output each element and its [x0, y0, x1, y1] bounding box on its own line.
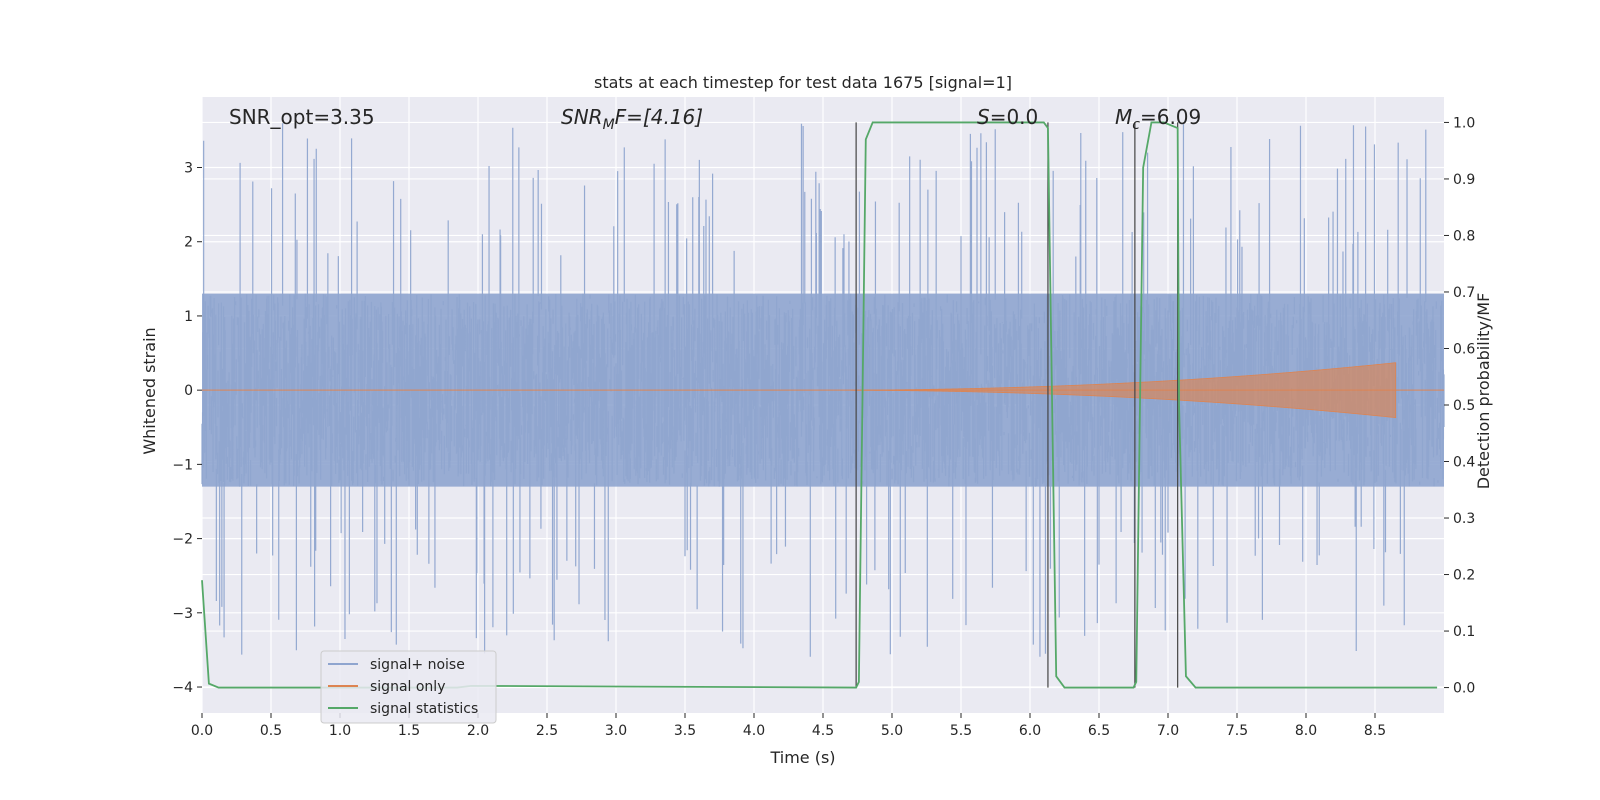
y2-tick-label: 0.7 [1453, 285, 1475, 301]
x-tick-label: 3.5 [674, 723, 696, 739]
y-tick-label: 2 [184, 235, 193, 251]
y2-tick-label: 0.2 [1453, 568, 1475, 584]
x-tick-label: 7.0 [1157, 723, 1179, 739]
x-tick-label: 7.5 [1226, 723, 1248, 739]
x-tick-label: 5.0 [881, 723, 903, 739]
annotation-snr-mf: SNRMF=[4.16] [561, 105, 703, 133]
annotation-chirp-mass: Mc=6.09 [1115, 105, 1201, 133]
y2-tick-label: 0.5 [1453, 398, 1475, 414]
y-tick-label: −2 [172, 532, 193, 548]
y-tick-label: 3 [184, 161, 193, 177]
y2-tick-label: 0.1 [1453, 624, 1475, 640]
signal-only-chirp [850, 362, 1397, 419]
x-tick-label: 6.0 [1019, 723, 1041, 739]
y2-tick-label: 1.0 [1453, 115, 1475, 131]
y-axis-label: Whitened strain [140, 327, 159, 454]
y2-tick-label: 0.9 [1453, 172, 1475, 188]
y-tick-label: 1 [184, 309, 193, 325]
legend: signal+ noise signal only signal statist… [320, 650, 497, 724]
y-tick-label: −3 [172, 606, 193, 622]
y-tick-label: −4 [172, 680, 193, 696]
x-tick-label: 1.0 [329, 723, 351, 739]
y2-tick-label: 0.8 [1453, 228, 1475, 244]
x-tick-label: 6.5 [1088, 723, 1110, 739]
y-tick-label: −1 [172, 457, 193, 473]
annotation-snr-opt: SNR_opt=3.35 [229, 105, 375, 129]
legend-label-signal-noise: signal+ noise [370, 657, 465, 673]
x-tick-label: 3.0 [605, 723, 627, 739]
x-tick-label: 4.0 [743, 723, 765, 739]
legend-box [320, 650, 497, 724]
x-tick-labels: 0.0 0.5 1.0 1.5 2.0 2.5 3.0 3.5 4.0 4.5 5.0 5.5 6.0 6… [191, 713, 1386, 739]
y2-tick-label: 0.0 [1453, 681, 1475, 697]
signal-only-series [202, 362, 1444, 419]
y2-axis-label: Detection probability/MF [1474, 293, 1493, 490]
x-tick-label: 8.5 [1364, 723, 1386, 739]
annotation-s-stat: S=0.0 [977, 105, 1038, 129]
legend-label-signal-statistics: signal statistics [370, 701, 478, 717]
chart-title: stats at each timestep for test data 167… [594, 73, 1012, 92]
x-tick-label: 2.5 [536, 723, 558, 739]
x-tick-label: 8.0 [1295, 723, 1317, 739]
x-tick-label: 2.0 [467, 723, 489, 739]
x-tick-label: 4.5 [812, 723, 834, 739]
x-tick-label: 1.5 [398, 723, 420, 739]
y2-tick-labels: 1.0 0.9 0.8 0.7 0.6 0.5 0.4 0.3 0.2 0.1 0.0 [1444, 115, 1475, 697]
x-tick-label: 5.5 [950, 723, 972, 739]
y2-tick-label: 0.3 [1453, 511, 1475, 527]
x-tick-label: 0.0 [191, 723, 213, 739]
y2-tick-label: 0.4 [1453, 455, 1475, 471]
x-axis-label: Time (s) [769, 748, 835, 767]
y2-tick-label: 0.6 [1453, 341, 1475, 357]
y-tick-label: 0 [184, 383, 193, 399]
legend-label-signal-only: signal only [370, 679, 445, 695]
y-tick-labels: 3 2 1 0 −1 −2 −3 −4 [172, 161, 202, 696]
x-tick-label: 0.5 [260, 723, 282, 739]
